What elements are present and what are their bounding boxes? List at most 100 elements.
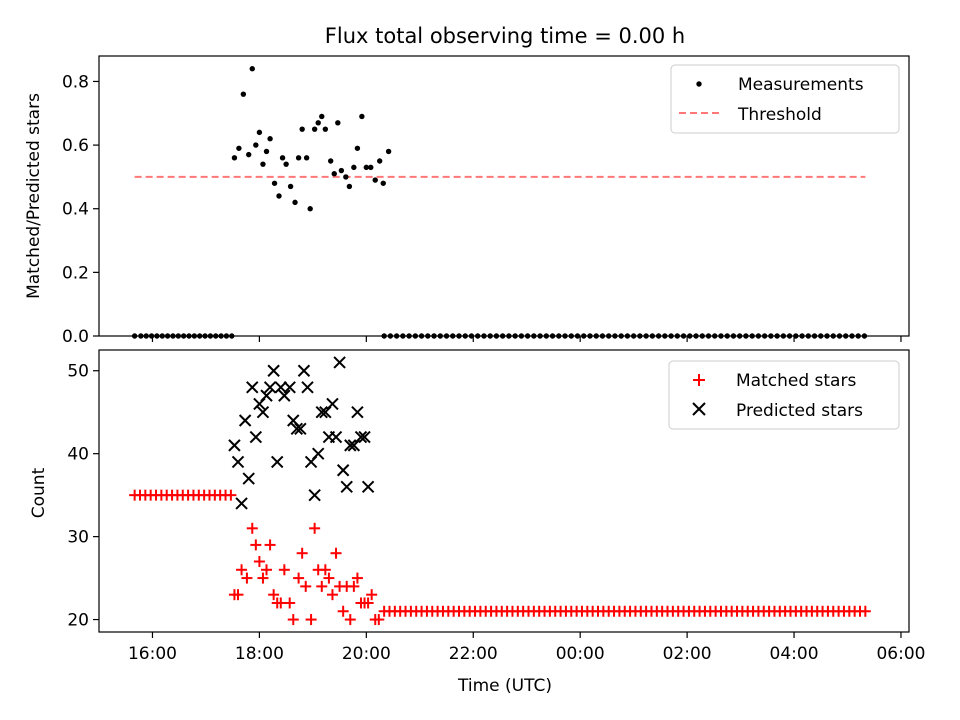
matched-star-point xyxy=(241,572,253,584)
matched-star-point xyxy=(264,539,276,551)
predicted-star-point xyxy=(249,430,263,444)
measurement-point xyxy=(311,126,318,132)
measurement-point xyxy=(249,66,255,72)
x-tick-label: 16:00 xyxy=(128,644,177,664)
matched-star-point xyxy=(268,589,280,601)
y-axis-label-ratio: Matched/Predicted stars xyxy=(24,93,44,299)
matched-star-point xyxy=(348,580,360,592)
predicted-star-point xyxy=(329,430,343,444)
legend-marker-matched xyxy=(693,374,705,386)
y-tick-label-ratio: 0.2 xyxy=(62,263,89,283)
y-tick-label-ratio: 0.0 xyxy=(62,327,89,347)
predicted-star-point xyxy=(231,455,245,469)
x-axis-label: Time (UTC) xyxy=(457,676,552,696)
matched-star-point xyxy=(261,564,273,576)
legend-label-predicted: Predicted stars xyxy=(736,401,863,421)
matched-star-point xyxy=(284,597,296,609)
matched-star-point xyxy=(373,614,385,626)
matched-star-point xyxy=(225,489,237,501)
matched-star-point xyxy=(362,597,374,609)
predicted-star-point xyxy=(256,405,270,419)
matched-star-point xyxy=(337,605,349,617)
predicted-star-point xyxy=(294,422,307,436)
legend-box-ratio xyxy=(670,64,900,134)
predicted-star-point xyxy=(235,497,248,510)
legend-ratio: Measurements Threshold xyxy=(670,64,900,134)
matched-star-point xyxy=(246,522,258,534)
measurement-point xyxy=(260,161,266,167)
predicted-star-point xyxy=(301,381,314,394)
matched-star-point xyxy=(287,614,299,626)
x-tick-label: 00:00 xyxy=(556,644,605,664)
predicted-star-point xyxy=(354,430,368,444)
predicted-star-point xyxy=(290,422,304,436)
legend-label-measurements: Measurements xyxy=(738,75,864,95)
predicted-star-point xyxy=(336,464,350,477)
matched-star-point xyxy=(293,572,305,584)
measurement-point xyxy=(331,171,337,177)
measurement-point xyxy=(335,120,341,126)
x-tick-label: 02:00 xyxy=(663,644,712,664)
measurement-point xyxy=(372,177,378,183)
measurement-point xyxy=(338,167,345,174)
predicted-star-point xyxy=(238,414,252,427)
measurement-point xyxy=(319,113,325,120)
measurement-point xyxy=(256,129,263,136)
predicted-star-point xyxy=(351,405,364,419)
measurement-point xyxy=(354,145,361,151)
count-panel: Count Time (UTC) 20 30 40 50 16:00 18:00 20:0… xyxy=(29,349,925,696)
predicted-star-point xyxy=(263,381,277,394)
plot-frame-count xyxy=(98,349,910,633)
matched-star-point xyxy=(366,589,378,601)
x-ticks-count: 16:00 18:00 20:00 22:00 00:00 02:00 04:00 06:00 xyxy=(128,632,925,664)
measurement-point xyxy=(267,136,273,142)
measurement-point xyxy=(292,199,298,206)
predicted-star-point xyxy=(271,455,284,469)
matched-star-point xyxy=(257,572,269,584)
matched-star-point xyxy=(296,547,308,559)
measurement-point xyxy=(263,148,270,155)
matched-star-point xyxy=(253,556,265,567)
matched-star-point xyxy=(309,522,321,534)
legend-marker-measurements xyxy=(696,81,702,87)
matched-star-point xyxy=(319,564,331,576)
measurement-point xyxy=(231,155,238,161)
predicted-star-point xyxy=(274,381,287,394)
y-axis-label-count: Count xyxy=(29,467,49,518)
matched-star-point xyxy=(330,547,342,559)
measurement-point xyxy=(322,126,329,132)
predicted-star-point xyxy=(260,389,273,402)
predicted-star-point xyxy=(267,364,280,377)
plot-area-count xyxy=(129,356,871,626)
matched-star-point xyxy=(236,564,248,576)
y-tick-label-count: 20 xyxy=(67,611,89,631)
predicted-star-point xyxy=(326,397,339,411)
x-tick-label: 22:00 xyxy=(449,644,498,664)
matched-star-point xyxy=(300,580,312,592)
measurement-point xyxy=(380,180,386,186)
predicted-star-point xyxy=(278,389,291,402)
matched-star-point xyxy=(344,614,356,626)
x-ticks-ratio xyxy=(151,336,902,342)
legend-label-threshold: Threshold xyxy=(737,105,822,125)
chart-title: Flux total observing time = 0.00 h xyxy=(325,24,685,48)
legend-label-matched: Matched stars xyxy=(736,371,856,391)
y-tick-label-count: 30 xyxy=(67,528,89,548)
matched-star-point xyxy=(305,614,317,626)
y-tick-label-count: 50 xyxy=(67,362,89,382)
measurement-point xyxy=(368,164,374,171)
measurement-point xyxy=(299,126,305,132)
measurement-point xyxy=(246,151,252,158)
matched-star-point xyxy=(323,572,335,584)
y-tick-label-ratio: 0.4 xyxy=(62,200,89,220)
matched-star-point xyxy=(316,580,328,592)
legend-marker-predicted xyxy=(692,402,706,416)
plot-frame-ratio xyxy=(98,55,910,337)
predicted-star-point xyxy=(361,480,375,494)
matched-star-point xyxy=(326,589,338,601)
measurement-point xyxy=(351,164,357,171)
x-tick-label: 18:00 xyxy=(235,644,284,664)
measurement-point xyxy=(363,164,370,171)
measurement-point xyxy=(240,91,247,97)
